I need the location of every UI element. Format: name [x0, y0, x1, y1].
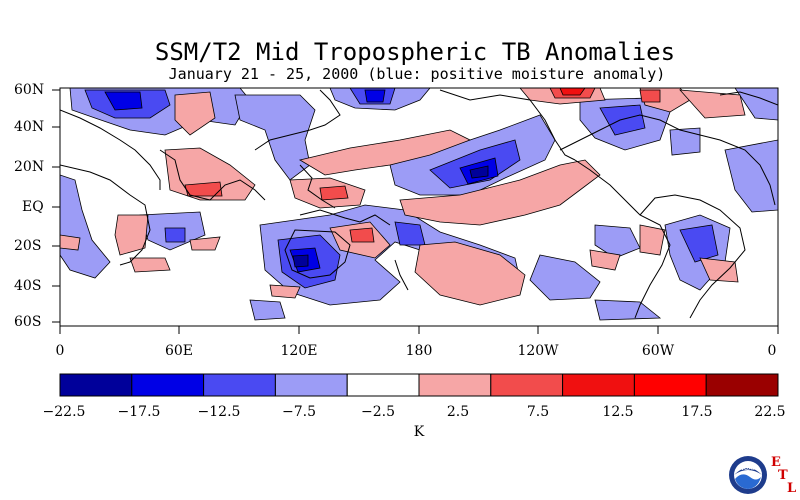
colorbar-label-1: −17.5 [117, 404, 161, 420]
colorbar-swatch [705, 373, 779, 397]
colorbar-swatch [203, 373, 276, 397]
lon-label-60w: 60W [641, 343, 675, 359]
colorbar-label-2: −12.5 [197, 404, 241, 420]
colorbar-swatch [490, 373, 564, 397]
colorbar-swatch [131, 373, 205, 397]
anomaly-light-red [60, 88, 746, 306]
lon-label-60e: 60E [164, 343, 194, 359]
noaa-logo-text: NOAA [739, 465, 757, 472]
colorbar-label-3: −7.5 [282, 404, 316, 420]
lon-label-0-end: 0 [767, 343, 777, 359]
map-subtitle: January 21 - 25, 2000 (blue: positive mo… [168, 65, 666, 83]
lat-ticks [52, 89, 60, 323]
lat-label-40n: 40N [14, 119, 45, 135]
logo-letter-l: L [787, 481, 797, 496]
map-field [60, 88, 778, 326]
colorbar-swatch [59, 373, 133, 397]
colorbar-label-7: 12.5 [602, 404, 634, 420]
lon-ticks [59, 326, 779, 334]
colorbar-swatch [346, 373, 420, 397]
lon-label-180: 180 [405, 343, 433, 359]
colorbar-label-8: 17.5 [681, 404, 713, 420]
colorbar-label-9: 22.5 [754, 404, 786, 420]
coastlines [60, 89, 778, 319]
logo-letter-t: T [778, 468, 788, 483]
noaa-logo: NOAA [729, 456, 767, 494]
colorbar-swatch [633, 373, 707, 397]
lat-label-60n: 60N [14, 82, 45, 98]
lat-label-60s: 60S [14, 314, 42, 330]
lat-label-20n: 20N [14, 159, 45, 175]
lon-label-120e: 120E [280, 343, 318, 359]
colorbar-label-5: 2.5 [446, 404, 470, 420]
anomaly-strong-red [559, 88, 586, 96]
logo-letter-e: E [771, 455, 781, 470]
map-title: SSM/T2 Mid Tropospheric TB Anomalies [154, 38, 676, 66]
anomaly-medium-blue [84, 88, 719, 289]
colorbar-swatch [418, 373, 492, 397]
lat-label-40s: 40S [14, 278, 42, 294]
lon-label-0: 0 [55, 343, 65, 359]
colorbar-swatch [562, 373, 635, 397]
anomaly-deepest-blue [292, 165, 489, 268]
lat-label-20s: 20S [14, 238, 42, 254]
colorbar-swatch [274, 373, 348, 397]
colorbar-label-4: −2.5 [361, 404, 395, 420]
lat-label-eq: EQ [22, 199, 44, 215]
colorbar-unit: K [413, 424, 425, 440]
colorbar-label-0: −22.5 [42, 404, 86, 420]
colorbar [59, 373, 779, 397]
colorbar-label-6: 7.5 [526, 404, 550, 420]
lon-label-120w: 120W [517, 343, 559, 359]
